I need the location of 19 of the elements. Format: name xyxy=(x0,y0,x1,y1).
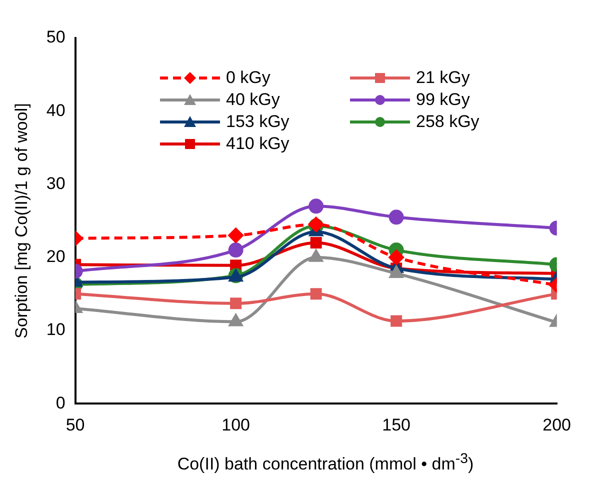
x-axis-title: Co(II) bath concentration (mmol • dm$^{-3}$) xyxy=(176,451,475,475)
legend-label: 99 kGy xyxy=(416,90,470,110)
y-axis-title: Sorption [mg Co(II)/1 g of wool] xyxy=(12,103,31,338)
legend-label: 258 kGy xyxy=(416,112,480,132)
x-tick-label: 50 xyxy=(66,415,85,434)
legend-label: 40 kGy xyxy=(226,90,280,110)
x-tick-label: 100 xyxy=(222,415,250,434)
legend-label: 21 kGy xyxy=(416,68,470,88)
legend-label: 0 kGy xyxy=(226,68,270,88)
x-tick-label: 150 xyxy=(382,415,411,434)
y-tick-label: 0 xyxy=(56,393,66,412)
y-tick-label: 50 xyxy=(46,28,66,47)
legend-label: 410 kGy xyxy=(226,134,290,154)
x-tick-label: 200 xyxy=(542,415,572,434)
y-tick-label: 40 xyxy=(46,100,66,120)
y-tick-label: 10 xyxy=(46,320,66,340)
legend-label: 153 kGy xyxy=(226,112,290,132)
y-tick-label: 30 xyxy=(46,174,66,193)
y-tick-label: 20 xyxy=(46,247,66,266)
